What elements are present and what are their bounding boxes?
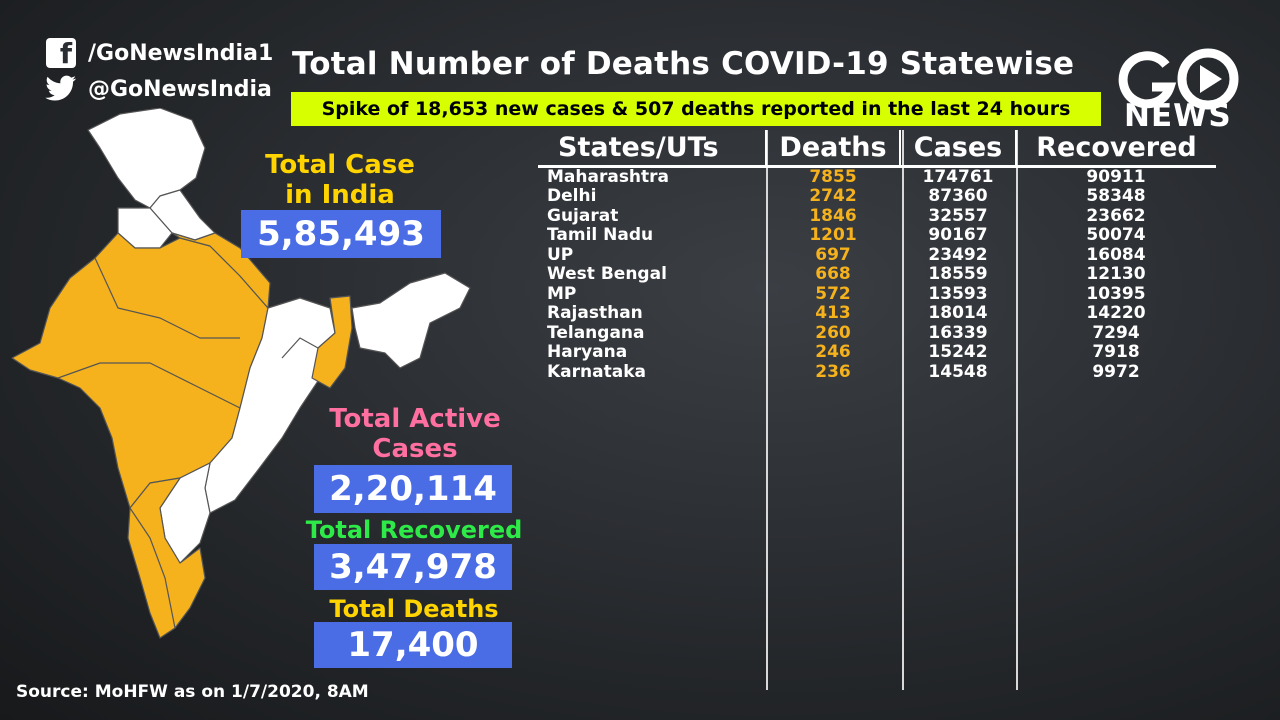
map-westbengal-region	[311, 295, 353, 389]
total-case-value: 5,85,493	[241, 210, 441, 258]
active-cases-value: 2,20,114	[314, 465, 512, 513]
facebook-handle-text: /GoNewsIndia1	[88, 40, 274, 66]
map-south-region	[127, 477, 206, 639]
page-title: Total Number of Deaths COVID-19 Statewis…	[292, 46, 1075, 82]
twitter-handle: @GoNewsIndia	[44, 72, 272, 106]
cell-state: Karnataka	[547, 361, 646, 382]
table-row: Haryana 246 15242 7918	[538, 342, 1216, 363]
deaths-label: Total Deaths	[329, 595, 499, 623]
cell-deaths: 1201	[809, 225, 857, 245]
table-row: Telangana 260 16339 7294	[538, 322, 1216, 344]
cell-deaths: 246	[815, 342, 851, 362]
cell-deaths: 697	[815, 244, 851, 265]
logo-news-text: NEWS	[1124, 98, 1232, 134]
facebook-icon: f	[44, 36, 78, 70]
cell-cases: 13593	[928, 283, 988, 304]
cell-deaths: 7855	[809, 166, 857, 187]
facebook-handle: f /GoNewsIndia1	[44, 36, 273, 70]
cell-recovered: 90911	[1086, 166, 1146, 187]
spike-banner: Spike of 18,653 new cases & 507 deaths r…	[291, 92, 1101, 126]
column-divider	[1016, 130, 1018, 690]
cell-recovered: 58348	[1086, 186, 1146, 206]
cell-recovered: 7294	[1092, 322, 1140, 343]
cell-deaths: 236	[815, 361, 851, 382]
cell-cases: 14548	[928, 361, 988, 382]
map-up-region	[171, 232, 271, 309]
cell-recovered: 10395	[1086, 283, 1146, 304]
table-row: Karnataka 236 14548 9972	[538, 361, 1216, 383]
cell-state: MP	[547, 283, 577, 304]
cell-recovered: 9972	[1092, 361, 1140, 382]
column-divider	[766, 130, 768, 690]
cell-deaths: 1846	[809, 205, 857, 226]
cell-deaths: 260	[815, 322, 851, 343]
table-row: Delhi 2742 87360 58348	[538, 186, 1216, 207]
map-north-region	[87, 108, 206, 209]
cell-state: UP	[547, 244, 574, 265]
cell-cases: 87360	[928, 186, 988, 206]
cell-cases: 16339	[928, 322, 988, 343]
cell-cases: 90167	[928, 225, 988, 245]
cell-recovered: 16084	[1086, 244, 1146, 265]
cell-cases: 32557	[928, 205, 988, 226]
cell-cases: 18014	[928, 303, 988, 323]
source-note: Source: MoHFW as on 1/7/2020, 8AM	[16, 682, 369, 702]
table-row: MP 572 13593 10395	[538, 283, 1216, 305]
cell-state: West Bengal	[547, 264, 667, 284]
map-northeast-region	[351, 272, 471, 369]
cell-cases: 23492	[928, 244, 988, 265]
table-row: Rajasthan 413 18014 14220	[538, 303, 1216, 324]
table-row: Maharashtra 7855 174761 90911	[538, 166, 1216, 187]
table-row: UP 697 23492 16084	[538, 244, 1216, 266]
cell-state: Rajasthan	[547, 303, 643, 323]
active-cases-label: Total Active Cases	[329, 404, 501, 464]
twitter-icon	[44, 72, 78, 106]
cell-state: Gujarat	[547, 205, 619, 226]
recovered-value: 3,47,978	[314, 544, 512, 590]
table-row: West Bengal 668 18559 12130	[538, 264, 1216, 285]
cell-cases: 18559	[928, 264, 988, 284]
header-cases: Cases	[899, 130, 1016, 168]
cell-state: Haryana	[547, 342, 628, 362]
column-divider	[902, 130, 904, 690]
cell-state: Tamil Nadu	[547, 225, 654, 245]
header-states: States/UTs	[538, 130, 766, 168]
cell-deaths: 668	[815, 264, 851, 284]
cell-cases: 15242	[928, 342, 988, 362]
india-map	[11, 108, 471, 639]
cell-deaths: 413	[815, 303, 851, 323]
header-deaths: Deaths	[765, 130, 900, 168]
header-recovered: Recovered	[1015, 130, 1216, 168]
cell-deaths: 2742	[809, 186, 857, 206]
table-row: Tamil Nadu 1201 90167 50074	[538, 225, 1216, 246]
statewise-table: States/UTs Deaths Cases Recovered Mahara…	[538, 130, 1216, 382]
deaths-value: 17,400	[314, 622, 512, 668]
cell-recovered: 12130	[1086, 264, 1146, 284]
logo-o-icon	[1177, 48, 1239, 110]
cell-cases: 174761	[922, 166, 994, 187]
cell-recovered: 23662	[1086, 205, 1146, 226]
total-case-label: Total Case in India	[265, 150, 415, 210]
twitter-handle-text: @GoNewsIndia	[88, 76, 272, 102]
play-icon	[1200, 65, 1222, 93]
cell-state: Delhi	[547, 186, 597, 206]
recovered-label: Total Recovered	[305, 516, 523, 544]
gonews-logo	[1118, 48, 1239, 110]
cell-state: Telangana	[547, 322, 645, 343]
table-row: Gujarat 1846 32557 23662	[538, 205, 1216, 227]
cell-deaths: 572	[815, 283, 851, 304]
logo-g-icon	[1118, 51, 1177, 109]
cell-recovered: 14220	[1086, 303, 1146, 323]
cell-state: Maharashtra	[547, 166, 670, 187]
table-header-row: States/UTs Deaths Cases Recovered	[538, 130, 1216, 168]
cell-recovered: 7918	[1092, 342, 1140, 362]
cell-recovered: 50074	[1086, 225, 1146, 245]
